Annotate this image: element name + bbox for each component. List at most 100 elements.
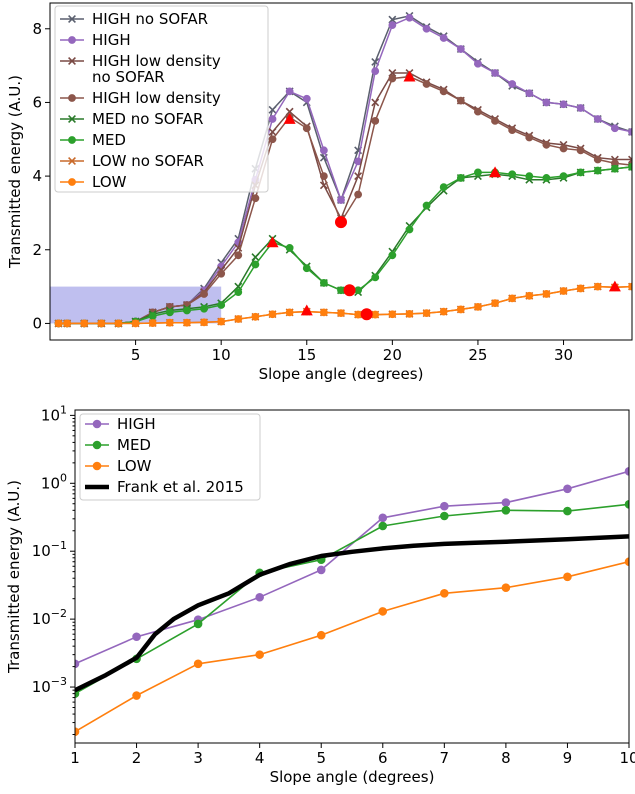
series-line-med [75, 503, 629, 695]
data-point-high [576, 104, 585, 112]
data-point-med [337, 286, 345, 295]
data-point-low [251, 312, 260, 321]
legend-label: LOW [117, 457, 152, 475]
x-tick-label: 10 [619, 749, 635, 767]
legend-marker-high_low_density_no_sofar [68, 57, 76, 65]
data-point-high_low_density [491, 116, 499, 125]
y-tick-base: 10 [41, 406, 60, 424]
data-point-high [563, 484, 572, 494]
legend-box [54, 5, 269, 193]
data-point-high_low_density [474, 107, 482, 116]
data-point-high [337, 196, 345, 204]
legend-marker-high [68, 36, 76, 44]
data-point-high [316, 565, 326, 575]
data-point-high [474, 59, 482, 68]
red-circle-marker [360, 308, 373, 321]
data-point-high_low_density_no_sofar [268, 127, 277, 136]
legend-marker-high [92, 419, 102, 429]
data-point-high [440, 501, 449, 511]
data-point-high_low_density [268, 135, 277, 144]
legend-label: HIGH [117, 415, 156, 433]
series-line-low [75, 560, 629, 733]
data-point-low [255, 650, 264, 659]
data-point-med [610, 164, 619, 173]
data-point-low [542, 290, 551, 298]
y-axis-label: Transmitted energy (A.U.) [6, 75, 24, 269]
red-circle-marker [335, 216, 347, 229]
legend-label: MED [117, 436, 151, 454]
data-point-med [251, 260, 260, 269]
x-tick-label: 3 [193, 749, 203, 767]
legend-marker-low [92, 461, 102, 471]
data-point-high_low_density [200, 290, 208, 298]
data-point-med [378, 521, 388, 531]
data-point-low [439, 307, 448, 316]
data-point-high_low_density_no_sofar [371, 98, 380, 107]
data-point-high_low_density [439, 87, 448, 96]
x-tick-label: 6 [378, 749, 388, 767]
data-point-low [234, 315, 243, 323]
data-point-low [285, 308, 294, 317]
data-point-high [525, 89, 534, 98]
legend-marker-low_no_sofar [68, 157, 76, 165]
data-point-med [563, 506, 572, 516]
data-point-med [474, 168, 482, 177]
data-point-low [405, 309, 414, 318]
data-point-low [422, 309, 431, 318]
data-point-low [388, 310, 397, 319]
data-point-high_low_density_no_sofar [388, 69, 397, 77]
data-point-low [316, 630, 326, 640]
y-tick-exponent: −1 [51, 539, 67, 552]
data-point-low [217, 317, 226, 326]
y-tick-label: 100 [41, 471, 67, 492]
data-point-med [285, 244, 294, 252]
data-point-low [63, 319, 72, 328]
data-point-med [165, 308, 174, 317]
data-point-med [302, 264, 311, 273]
data-point-high [508, 80, 517, 88]
data-point-med [624, 500, 629, 509]
data-point-low [183, 318, 191, 327]
data-point-high_low_density_no_sofar [354, 172, 363, 181]
data-point-high_low_density [251, 194, 260, 203]
data-point-med [405, 225, 414, 234]
data-point-low [114, 319, 123, 328]
data-point-high_low_density [576, 146, 585, 155]
data-point-high [388, 21, 397, 29]
top-chart-panel: 5 10 15 20 25 30 0 2 4 6 8 Slope angle (degrees) Tra… [6, 2, 633, 383]
x-tick-label: 9 [563, 749, 573, 767]
legend-label: MED [92, 131, 126, 149]
data-point-med [525, 172, 534, 181]
data-point-med [439, 183, 448, 192]
y-tick-base: 10 [32, 678, 51, 696]
data-point-high [422, 24, 431, 33]
y-axis-label: Transmitted energy (A.U.) [5, 480, 23, 674]
x-tick-label: 2 [132, 749, 142, 767]
data-point-high [319, 146, 328, 155]
data-point-high [132, 632, 141, 642]
data-point-med [371, 273, 380, 282]
y-tick-exponent: −2 [51, 607, 67, 620]
data-point-med [200, 304, 208, 313]
data-point-low [456, 305, 465, 314]
data-point-med [508, 170, 517, 179]
shaded-region [50, 286, 222, 324]
x-axis-label: Slope angle (degrees) [259, 365, 424, 383]
legend-label: HIGH no SOFAR [92, 10, 208, 28]
data-point-high_low_density_no_sofar [285, 107, 294, 116]
y-tick-label: 10−2 [32, 607, 67, 628]
red-triangle-marker [266, 236, 279, 248]
x-tick-label: 10 [212, 346, 231, 364]
data-point-low [576, 284, 585, 293]
data-point-high [501, 498, 511, 507]
legend-label: no SOFAR [92, 68, 165, 86]
y-tick-label: 0 [32, 314, 42, 332]
data-point-high [75, 659, 80, 669]
y-tick-base: 10 [32, 542, 51, 560]
data-point-high_low_density [508, 126, 517, 134]
data-point-low [371, 310, 380, 319]
data-point-med [576, 168, 585, 177]
y-tick-exponent: 1 [60, 403, 67, 416]
plot-area [75, 467, 629, 737]
